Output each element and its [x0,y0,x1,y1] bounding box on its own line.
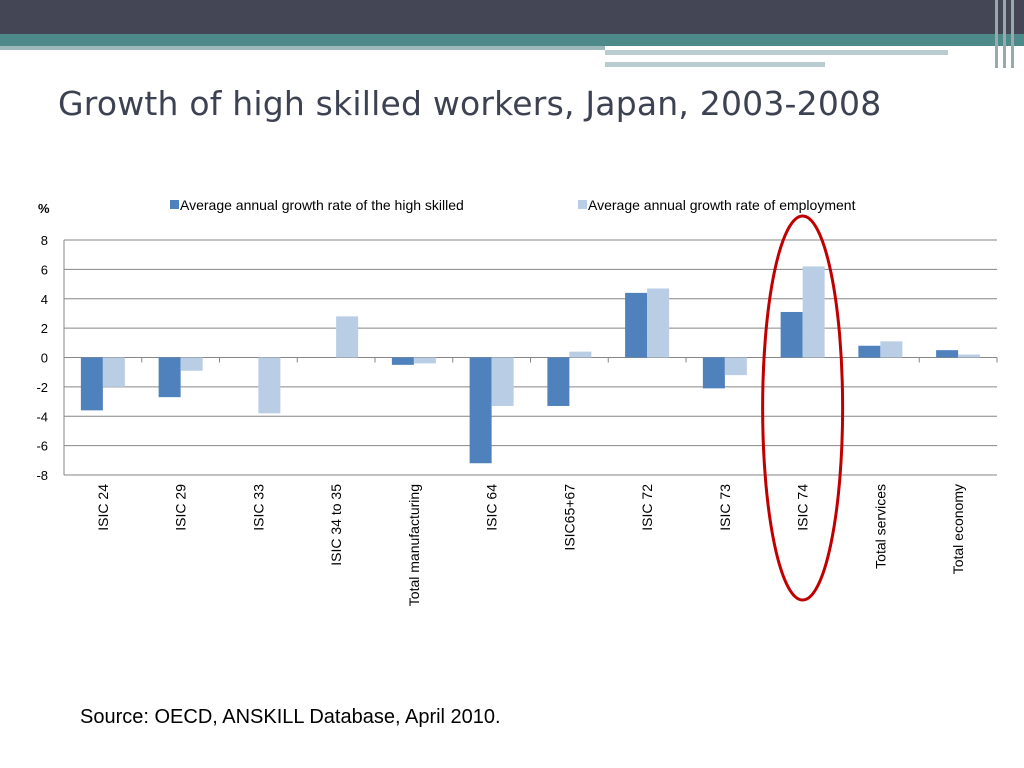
x-category-label: ISIC65+67 [561,484,577,551]
bar [936,350,959,358]
legend-swatch [170,200,179,209]
bar [80,357,103,411]
y-tick-label: -8 [36,468,48,483]
bar [569,351,592,358]
bar [391,357,414,365]
bar [547,357,570,406]
bar [880,341,903,358]
bar [102,357,125,387]
legend-label: Average annual growth rate of the high s… [180,197,464,213]
x-category-label: ISIC 74 [795,484,811,531]
x-category-label: ISIC 24 [95,484,111,531]
x-category-label: ISIC 34 to 35 [328,484,344,566]
header-dark-bar [0,0,1024,34]
legend-label: Average annual growth rate of employment [588,197,856,213]
x-category-label: Total manufacturing [406,484,422,606]
header-decoration-stripe [1003,0,1006,68]
header-teal-bar [0,34,1024,46]
header-light-bar [0,46,605,50]
bar [625,292,648,358]
source-note: Source: OECD, ANSKILL Database, April 20… [80,706,501,728]
header-decoration-stripe [995,0,998,68]
y-tick-label: 4 [41,292,48,307]
bar [158,357,181,398]
bar [958,354,981,358]
highlight-ellipse [761,214,845,602]
x-category-label: Total services [872,484,888,569]
bar [702,357,725,389]
y-axis-label: % [38,201,50,216]
y-tick-label: 0 [41,351,48,366]
bar [802,266,825,358]
bar [491,357,514,406]
y-tick-label: 6 [41,262,48,277]
bar [413,357,436,364]
bar [469,357,492,464]
y-tick-label: 8 [41,233,48,248]
bar [724,357,747,376]
header-decoration-line [605,62,825,67]
bar [858,345,881,358]
y-tick-label: -2 [36,380,48,395]
bar [180,357,203,371]
bar [647,288,670,358]
x-category-label: ISIC 64 [484,484,500,531]
y-tick-label: -4 [36,409,48,424]
y-tick-label: -6 [36,439,48,454]
legend-swatch [578,200,587,209]
x-category-label: ISIC 33 [250,484,266,531]
bar [780,311,803,358]
bar [258,357,281,414]
header-decoration-line [605,50,948,55]
x-category-label: ISIC 73 [717,484,733,531]
x-category-label: Total economy [950,484,966,574]
x-category-label: ISIC 72 [639,484,655,531]
bar [336,316,359,358]
header-decoration-stripe [1011,0,1014,68]
y-tick-label: 2 [41,321,48,336]
slide-title: Growth of high skilled workers, Japan, 2… [58,84,882,123]
x-category-label: ISIC 29 [173,484,189,531]
